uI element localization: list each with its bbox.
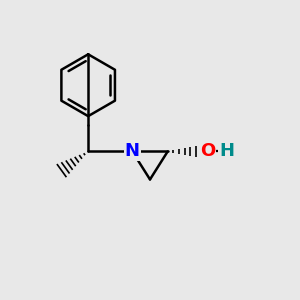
Text: O: O (200, 142, 215, 160)
Text: H: H (219, 142, 234, 160)
Text: N: N (125, 142, 140, 160)
